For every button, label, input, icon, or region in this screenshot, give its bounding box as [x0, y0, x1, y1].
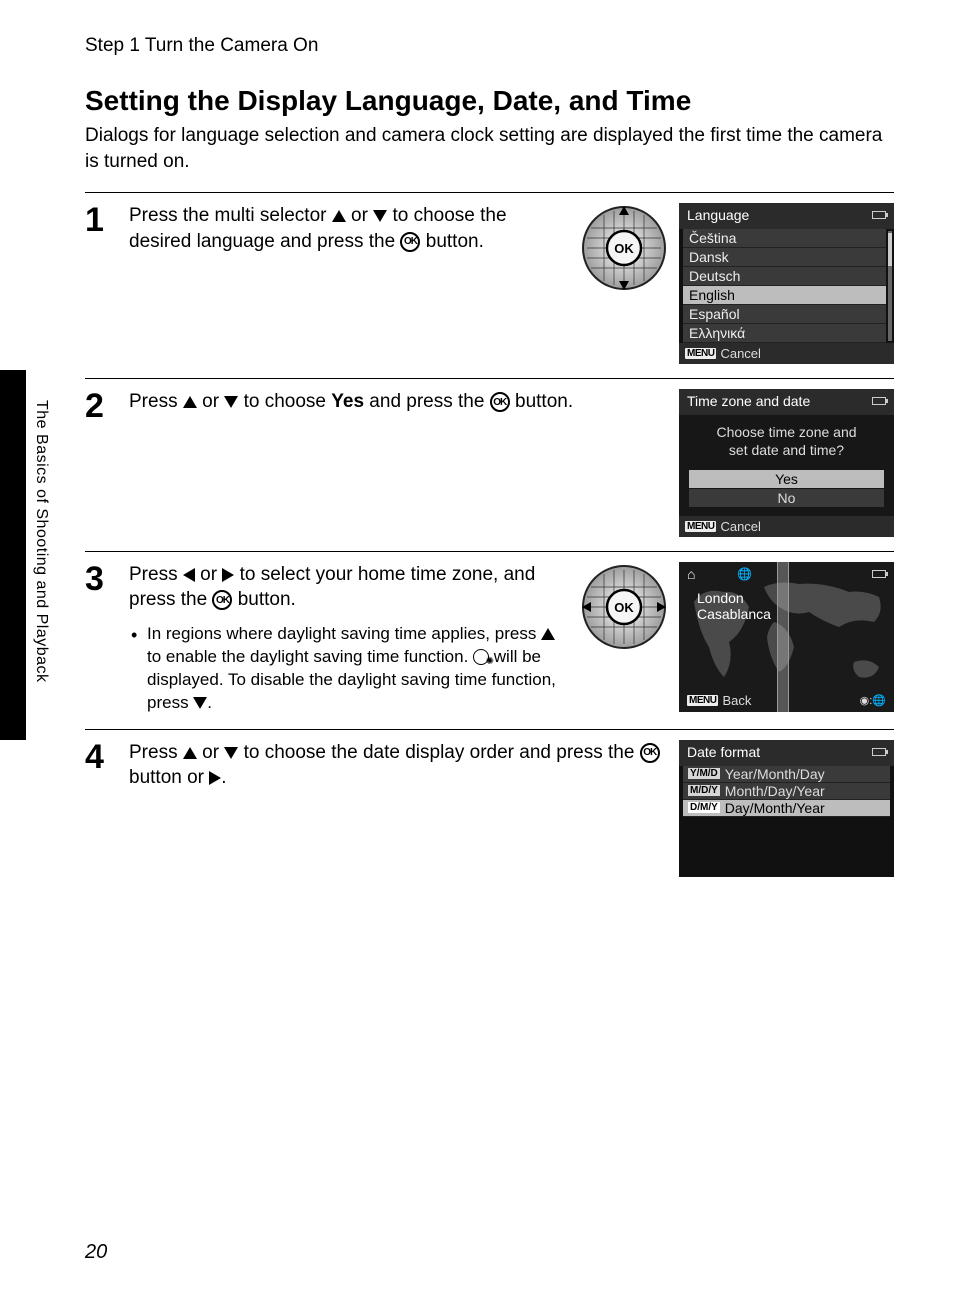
svg-text:OK: OK [614, 600, 634, 615]
step-1: 1 Press the multi selector or to choose … [85, 193, 894, 379]
ok-icon: OK [400, 232, 420, 252]
step-1-text: Press the multi selector or to choose th… [129, 203, 567, 254]
city-1: London [697, 590, 771, 607]
language-option: Deutsch [683, 267, 886, 286]
step-4-text: Press or to choose the date display orde… [129, 740, 667, 791]
home-icon: ⌂ [687, 566, 695, 582]
option-yes: Yes [689, 470, 884, 488]
language-option: Ελληνικά [683, 324, 886, 343]
screen-title: Language [687, 207, 749, 223]
up-icon [183, 747, 197, 759]
step-2: 2 Press or to choose Yes and press the O… [85, 379, 894, 551]
right-icon [209, 771, 221, 785]
nav-hint-icon: ◉:🌐 [860, 694, 886, 707]
battery-icon [872, 748, 886, 756]
step-number: 1 [85, 203, 115, 237]
date-format-option: Y/M/DYear/Month/Day [683, 766, 890, 783]
battery-icon [872, 570, 886, 578]
page-number: 20 [85, 1241, 107, 1264]
screen-title: Time zone and date [687, 393, 810, 409]
language-option: Čeština [683, 229, 886, 248]
up-icon [183, 396, 197, 408]
multi-selector-dial: OK [579, 562, 669, 652]
svg-text:OK: OK [614, 241, 634, 256]
step-number: 4 [85, 740, 115, 774]
intro-text: Dialogs for language selection and camer… [85, 123, 894, 174]
multi-selector-dial: OK [579, 203, 669, 293]
step-4: 4 Press or to choose the date display or… [85, 730, 894, 891]
back-label: Back [722, 693, 751, 708]
breadcrumb: Step 1 Turn the Camera On [85, 35, 894, 57]
side-tab [0, 370, 26, 740]
cancel-label: Cancel [720, 519, 760, 534]
step-number: 2 [85, 389, 115, 423]
battery-icon [872, 211, 886, 219]
cancel-label: Cancel [720, 346, 760, 361]
down-icon [224, 396, 238, 408]
dst-icon [473, 649, 489, 665]
date-format-option: D/M/YDay/Month/Year [683, 800, 890, 817]
step-3-text: Press or to select your home time zone, … [129, 562, 567, 715]
date-format-list: Y/M/DYear/Month/DayM/D/YMonth/Day/YearD/… [679, 766, 894, 817]
city-2: Casablanca [697, 606, 771, 623]
step-number: 3 [85, 562, 115, 596]
up-icon [332, 210, 346, 222]
page-title: Setting the Display Language, Date, and … [85, 85, 894, 117]
language-option: Dansk [683, 248, 886, 267]
battery-icon [872, 397, 886, 405]
up-icon [541, 628, 555, 640]
left-icon [183, 568, 195, 582]
menu-badge: MENU [685, 521, 716, 532]
dst-globe-icon: 🌐 [737, 567, 752, 581]
prompt-line-2: set date and time? [689, 441, 884, 459]
ok-icon: OK [640, 743, 660, 763]
down-icon [373, 210, 387, 222]
timezone-map-screen: ⌂ 🌐 London Casablanca MENU Back [679, 562, 894, 712]
menu-badge: MENU [687, 695, 718, 706]
step-3: 3 Press or to select your home time zone… [85, 552, 894, 730]
date-format-option: M/D/YMonth/Day/Year [683, 783, 890, 800]
ok-icon: OK [490, 392, 510, 412]
option-no: No [689, 489, 884, 507]
right-icon [222, 568, 234, 582]
timezone-prompt-screen: Time zone and date Choose time zone and … [679, 389, 894, 536]
language-screen: Language ČeštinaDanskDeutschEnglishEspañ… [679, 203, 894, 364]
language-list: ČeštinaDanskDeutschEnglishEspañolΕλληνικ… [679, 229, 894, 343]
prompt-line-1: Choose time zone and [689, 423, 884, 441]
step-2-text: Press or to choose Yes and press the OK … [129, 389, 667, 415]
screen-title: Date format [687, 744, 760, 760]
step-3-note: In regions where daylight saving time ap… [129, 623, 567, 715]
language-option: Español [683, 305, 886, 324]
ok-icon: OK [212, 590, 232, 610]
down-icon [193, 697, 207, 709]
down-icon [224, 747, 238, 759]
menu-badge: MENU [685, 348, 716, 359]
language-option: English [683, 286, 886, 305]
side-tab-label: The Basics of Shooting and Playback [32, 400, 50, 683]
date-format-screen: Date format Y/M/DYear/Month/DayM/D/YMont… [679, 740, 894, 877]
